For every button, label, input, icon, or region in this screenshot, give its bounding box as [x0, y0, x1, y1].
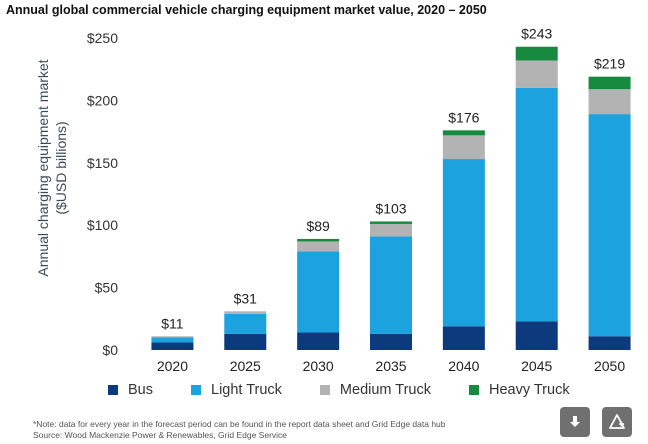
bar-segment-heavy-truck — [515, 46, 558, 61]
bar-segment-light-truck — [588, 114, 631, 337]
footnote: *Note: data for every year in the foreca… — [33, 419, 446, 441]
total-label: $103 — [375, 200, 406, 216]
bar-segment-light-truck — [370, 236, 412, 334]
bar-segment-bus — [297, 332, 340, 350]
bar-segment-heavy-truck — [297, 238, 340, 242]
total-label: $89 — [306, 218, 330, 234]
y-axis-label-line-1: Annual charging equipment market — [35, 59, 51, 276]
bar-segment-light-truck — [442, 159, 485, 327]
legend-label: Light Truck — [211, 382, 282, 398]
legend: Bus Light Truck Medium Truck Heavy Truck — [108, 382, 608, 398]
source-text: Source: Wood Mackenzie Power & Renewable… — [33, 430, 288, 440]
bar-segment-bus — [588, 336, 631, 350]
bar-segment-medium-truck — [442, 135, 485, 160]
share-icon — [609, 414, 625, 429]
y-tick-label: $0 — [102, 342, 118, 358]
total-label: $31 — [234, 290, 258, 306]
x-tick-label: 2020 — [157, 358, 188, 374]
bar-segment-medium-truck — [515, 60, 558, 88]
bar-segment-bus — [515, 321, 558, 350]
bar-segment-light-truck — [515, 87, 558, 322]
x-axis-ticks: 2020 2025 2030 2035 2040 2045 2050 — [157, 358, 626, 374]
bar-segment-medium-truck — [151, 336, 194, 338]
x-tick-label: 2050 — [594, 358, 625, 374]
bar-segment-heavy-truck — [588, 76, 631, 90]
legend-item-bus: Bus — [108, 382, 153, 398]
bar-segment-bus — [151, 342, 194, 350]
y-axis-ticks: $0 $50 $100 $150 $200 $250 — [87, 30, 118, 358]
chart-title: Annual global commercial vehicle chargin… — [6, 3, 487, 17]
bar-segment-light-truck — [297, 251, 340, 333]
y-tick-label: $150 — [87, 155, 118, 171]
download-button[interactable] — [560, 407, 590, 437]
bar-segment-light-truck — [151, 337, 194, 343]
bar-segment-bus — [224, 333, 267, 350]
bar-segment-medium-truck — [297, 241, 340, 252]
legend-swatch — [319, 385, 330, 395]
y-tick-label: $200 — [87, 92, 118, 108]
bar-segment-bus — [442, 326, 485, 350]
total-labels: $11 $31 $89 $103 $176 $243 $219 — [161, 26, 625, 332]
total-label: $11 — [161, 315, 184, 331]
bar-segment-light-truck — [224, 313, 267, 334]
legend-label: Medium Truck — [339, 382, 431, 398]
legend-item-heavy-truck: Heavy Truck — [468, 382, 570, 398]
note-text: *Note: data for every year in the foreca… — [33, 419, 446, 429]
legend-item-medium-truck: Medium Truck — [319, 382, 431, 398]
y-tick-label: $50 — [95, 280, 119, 296]
bar-segment-medium-truck — [370, 223, 412, 237]
bar-segment-bus — [370, 333, 412, 350]
bars — [151, 46, 631, 350]
total-label: $219 — [594, 56, 625, 72]
x-tick-label: 2035 — [375, 358, 406, 374]
legend-item-light-truck: Light Truck — [191, 382, 282, 398]
x-tick-label: 2045 — [521, 358, 552, 374]
y-axis-label: Annual charging equipment market ($USD b… — [35, 59, 69, 276]
y-tick-label: $250 — [87, 30, 118, 46]
bar-segment-heavy-truck — [370, 221, 412, 224]
legend-label: Heavy Truck — [488, 382, 570, 398]
total-label: $243 — [521, 26, 552, 42]
x-tick-label: 2030 — [303, 358, 334, 374]
legend-swatch — [468, 385, 479, 395]
y-axis-label-line-2: ($USD billions) — [53, 121, 69, 214]
total-label: $176 — [448, 109, 479, 125]
bar-segment-medium-truck — [224, 311, 267, 314]
download-icon — [570, 416, 580, 427]
legend-swatch — [191, 385, 201, 395]
bar-segment-medium-truck — [588, 89, 631, 115]
share-button[interactable] — [602, 407, 632, 437]
legend-swatch — [108, 385, 118, 395]
bar-segment-heavy-truck — [442, 130, 485, 136]
x-tick-label: 2040 — [448, 358, 479, 374]
x-tick-label: 2025 — [230, 358, 261, 374]
legend-label: Bus — [128, 382, 153, 398]
y-tick-label: $100 — [87, 217, 118, 233]
